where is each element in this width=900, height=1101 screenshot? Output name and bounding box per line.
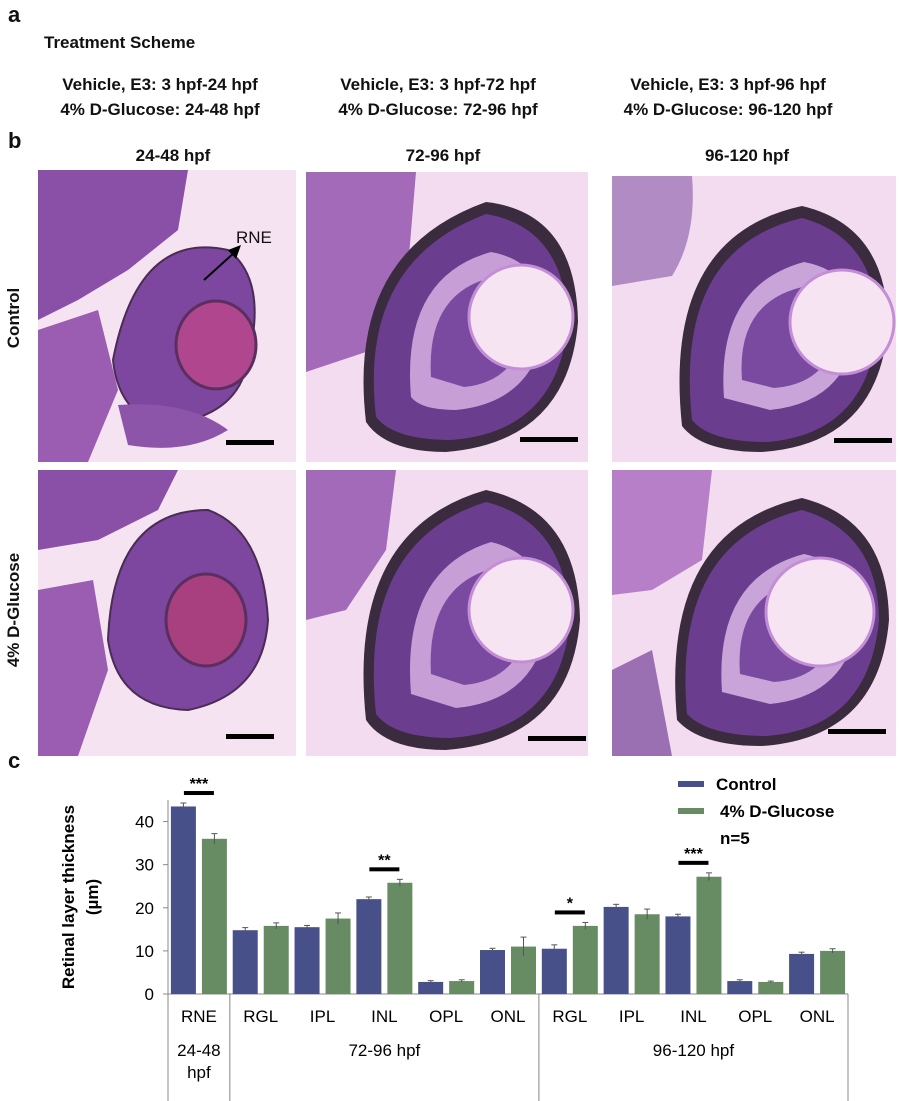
column-header-72-96: 72-96 hpf (405, 146, 481, 165)
y-tick-label: 0 (145, 985, 154, 1004)
bar-glucose (634, 914, 660, 994)
column-header-96-120: 96-120 hpf (704, 146, 790, 165)
bar-control (418, 981, 444, 994)
bar-control (294, 927, 320, 994)
y-tick-label: 40 (135, 813, 154, 832)
group-label: 72-96 hpf (348, 1041, 420, 1060)
annotation-rne-wrap: RNE (202, 228, 272, 250)
y-tick-label: 10 (135, 942, 154, 961)
bar-control (541, 948, 567, 994)
scheme-column-2: Vehicle, E3: 3 hpf-72 hpf 4% D-Glucose: … (308, 72, 568, 122)
micrograph-glucose-96-120 (612, 470, 896, 756)
bar-glucose (387, 882, 413, 994)
category-label: OPL (738, 1007, 772, 1026)
category-label: ONL (800, 1007, 835, 1026)
micrograph-control-72-96 (306, 172, 588, 462)
category-label: RNE (181, 1007, 217, 1026)
bar-glucose (572, 925, 598, 994)
micrograph-glucose-72-96 (306, 470, 588, 756)
y-tick-label: 30 (135, 856, 154, 875)
scheme-column-1: Vehicle, E3: 3 hpf-24 hpf 4% D-Glucose: … (40, 72, 280, 122)
scheme-column-3-line1: Vehicle, E3: 3 hpf-96 hpf (630, 75, 826, 94)
retinal-thickness-chart: 0 10 20 30 40 Retinal layer thickness (µm) RNE R… (59, 775, 849, 1101)
bar-control (356, 899, 382, 994)
group-label: 24-48 hpf (177, 1041, 220, 1082)
significance-bar (369, 867, 400, 872)
scheme-column-3-line2: 4% D-Glucose: 96-120 hpf (623, 100, 833, 119)
category-label: RGL (552, 1007, 587, 1026)
significance-bar (678, 860, 709, 865)
category-label: RGL (243, 1007, 278, 1026)
bar-glucose (325, 918, 351, 994)
row-label-glucose: 4% D-Glucose (4, 552, 23, 668)
micrograph-glucose-24-48 (38, 470, 296, 756)
significance-label: *** (190, 776, 209, 793)
bar-control (665, 916, 691, 994)
scheme-column-1-line1: Vehicle, E3: 3 hpf-24 hpf (62, 75, 258, 94)
bar-control (727, 981, 753, 994)
significance-label: * (567, 895, 574, 912)
significance-bar (183, 791, 214, 796)
panel-b-letter: b (8, 128, 22, 153)
panel-a-letter: a (8, 2, 21, 27)
bar-glucose (449, 981, 475, 994)
category-label: INL (371, 1007, 397, 1026)
bar-control (170, 806, 196, 994)
micrograph-control-96-120 (612, 176, 896, 462)
bar-glucose (201, 838, 227, 994)
y-axis-label: Retinal layer thickness (µm) (59, 805, 102, 989)
legend-swatch-glucose (678, 808, 704, 814)
legend-note: n=5 (720, 829, 750, 848)
bar-glucose (820, 950, 846, 994)
scheme-column-2-line1: Vehicle, E3: 3 hpf-72 hpf (340, 75, 536, 94)
legend-label-glucose: 4% D-Glucose (720, 802, 834, 821)
scheme-column-1-line2: 4% D-Glucose: 24-48 hpf (60, 100, 260, 119)
bar-glucose (758, 981, 784, 994)
category-label: IPL (619, 1007, 645, 1026)
significance-label: ** (378, 852, 391, 869)
bar-control (789, 953, 815, 994)
category-label: OPL (429, 1007, 463, 1026)
panel-c-letter: c (8, 748, 21, 773)
bar-control (232, 930, 258, 994)
legend-label-control: Control (716, 775, 776, 794)
significance-bar (554, 910, 585, 915)
row-label-control: Control (4, 287, 23, 349)
scheme-column-3: Vehicle, E3: 3 hpf-96 hpf 4% D-Glucose: … (592, 72, 864, 122)
bar-glucose (696, 876, 722, 994)
category-label: ONL (491, 1007, 526, 1026)
bar-control (480, 950, 505, 994)
group-label: 96-120 hpf (653, 1041, 735, 1060)
column-header-24-48: 24-48 hpf (135, 146, 211, 165)
bar-glucose (263, 925, 289, 994)
y-tick-label: 20 (135, 899, 154, 918)
treatment-scheme-heading: Treatment Scheme (44, 33, 196, 52)
bar-control (603, 906, 629, 994)
micrograph-control-24-48 (38, 170, 296, 462)
category-label: INL (680, 1007, 706, 1026)
category-label: IPL (310, 1007, 336, 1026)
scheme-column-2-line2: 4% D-Glucose: 72-96 hpf (338, 100, 538, 119)
legend-swatch-control (678, 781, 704, 787)
significance-label: *** (684, 846, 703, 863)
annotation-rne: RNE (236, 228, 272, 247)
